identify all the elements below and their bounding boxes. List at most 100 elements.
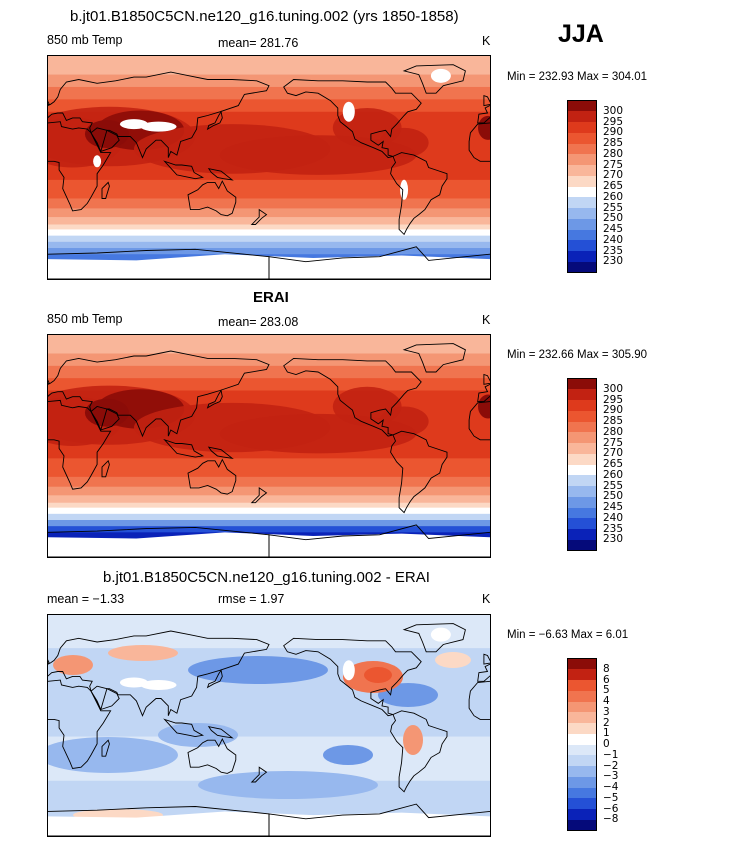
coastline-arabia: [90, 127, 120, 152]
colorbar-swatch: [567, 164, 597, 176]
missing-data: [430, 627, 451, 642]
panel-3-rmse: rmse = 1.97: [218, 592, 285, 606]
colorbar-swatch: [567, 539, 597, 551]
colorbar-swatch: [567, 528, 597, 540]
colorbar-tick-label: 240: [603, 233, 624, 246]
temp-max-core: [478, 115, 490, 140]
coastline-indonesia: [163, 438, 205, 458]
colorbar-swatch: [567, 431, 597, 443]
colorbar-swatch: [567, 196, 597, 208]
coastline-greenland: [402, 623, 466, 653]
coastline-japan: [206, 389, 223, 409]
colorbar-tick-label: 270: [603, 447, 624, 460]
colorbar-tick-label: 8: [603, 662, 610, 675]
coastline-japan: [206, 669, 223, 689]
missing-data: [342, 101, 355, 122]
coastline-antarctica: [268, 246, 490, 279]
coastline-samerica: [390, 710, 448, 793]
colorbar-tick-label: −3: [603, 770, 619, 783]
temp-band: [48, 198, 490, 209]
colorbar-tick-label: 265: [603, 458, 624, 470]
colorbar-swatch: [567, 399, 597, 411]
panel-1-minmax: Min = 232.93 Max = 304.01: [507, 71, 648, 83]
colorbar-swatch: [567, 100, 597, 112]
colorbar-swatch: [567, 442, 597, 454]
colorbar-swatch: [567, 153, 597, 165]
colorbar-swatch: [567, 110, 597, 122]
diff-warm-patch: [403, 725, 423, 755]
panel-2-minmax: Min = 232.66 Max = 305.90: [507, 349, 648, 361]
panel-1-mean: mean= 281.76: [218, 36, 299, 50]
colorbar-swatch: [567, 819, 597, 831]
coastline-nz: [250, 208, 268, 225]
colorbar-swatch: [567, 754, 597, 766]
temp-band: [48, 99, 490, 113]
missing-data: [400, 179, 409, 200]
coastline-madagascar: [101, 459, 110, 478]
coastline-australia: [187, 737, 237, 774]
panel-3-minmax: Min = −6.63 Max = 6.01: [507, 629, 629, 641]
temp-max-core: [478, 394, 490, 419]
panel-2-left-label: 850 mb Temp: [47, 312, 123, 326]
coastline-samerica: [390, 430, 448, 514]
colorbar-tick-label: 255: [603, 479, 624, 492]
colorbar-swatch: [567, 711, 597, 723]
colorbar-swatch: [567, 378, 597, 390]
coastline-nz: [250, 487, 268, 504]
season-label: JJA: [558, 20, 604, 48]
colorbar-tick-label: 295: [603, 393, 624, 406]
temp-band: [48, 353, 490, 367]
colorbar-swatch: [567, 808, 597, 820]
colorbar-swatch: [567, 121, 597, 133]
diff-cool-patch: [323, 745, 373, 765]
diff-warm-patch: [108, 645, 178, 661]
coastline-newguinea: [207, 168, 234, 181]
coastline-antarctica: [268, 524, 490, 557]
temp-band: [48, 378, 490, 391]
colorbar-tick-label: 295: [603, 115, 624, 128]
panel-1-map: [47, 55, 491, 280]
coastline-greenland: [402, 64, 466, 94]
coastline-namerica: [283, 637, 422, 717]
diff-warm-patch: [364, 667, 392, 683]
temp-band: [48, 486, 490, 496]
coastline-eurasia: [48, 71, 270, 159]
coastline-uk: [48, 379, 50, 384]
colorbar-swatch: [567, 207, 597, 219]
colorbar-tick-label: 235: [603, 522, 624, 535]
temp-band: [48, 179, 490, 199]
colorbar-tick-label: 280: [603, 425, 624, 438]
missing-data: [140, 121, 177, 132]
colorbar-tick-label: 250: [603, 490, 624, 503]
colorbar-swatch: [567, 658, 597, 670]
colorbar-tick-label: −5: [603, 791, 619, 804]
colorbar-swatch: [567, 388, 597, 400]
diff-background: [48, 615, 490, 836]
colorbar-tick-label: 285: [603, 415, 624, 427]
colorbar-swatch: [567, 261, 597, 273]
missing-data: [342, 660, 355, 681]
colorbar-swatch: [567, 421, 597, 433]
colorbar-tick-label: −6: [603, 802, 619, 815]
temp-band: [48, 217, 490, 225]
coastline-arabia: [90, 685, 120, 711]
coastline-eurasia: [48, 630, 270, 717]
colorbar-tick-label: 300: [603, 382, 624, 395]
colorbar-tick-label: 290: [603, 126, 624, 139]
diff-cool-patch: [378, 683, 438, 707]
coastline-uk: [48, 659, 50, 664]
colorbar-tick-label: −1: [603, 748, 619, 761]
colorbar-tick-label: 280: [603, 147, 624, 160]
colorbar-tick-label: 6: [603, 673, 610, 686]
colorbar-tick-label: 250: [603, 212, 624, 225]
colorbar-tick-label: 245: [603, 223, 624, 235]
colorbar-tick-label: 290: [603, 404, 624, 417]
temp-blob: [219, 135, 417, 175]
colorbar-tick-label: 4: [603, 695, 610, 707]
coastline-indonesia: [163, 718, 205, 738]
temp-band: [48, 56, 490, 76]
diff-cool-patch: [158, 723, 238, 747]
colorbar-swatch: [567, 507, 597, 519]
colorbar-tick-label: −8: [603, 813, 619, 826]
temp-band: [48, 74, 490, 88]
